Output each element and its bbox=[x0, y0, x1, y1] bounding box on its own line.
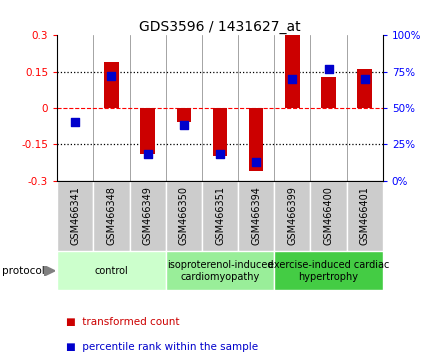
Bar bbox=[249, 108, 264, 171]
Bar bbox=[140, 108, 155, 154]
Point bbox=[216, 152, 224, 157]
Bar bbox=[166, 251, 274, 290]
Text: GSM466394: GSM466394 bbox=[251, 187, 261, 245]
Text: GSM466350: GSM466350 bbox=[179, 187, 189, 245]
Text: GSM466401: GSM466401 bbox=[360, 187, 370, 245]
Bar bbox=[57, 251, 166, 290]
Point bbox=[325, 66, 332, 72]
Bar bbox=[93, 181, 129, 251]
Text: GSM466400: GSM466400 bbox=[323, 187, 334, 245]
Text: GSM466348: GSM466348 bbox=[106, 187, 117, 245]
Bar bbox=[285, 35, 300, 108]
Point bbox=[144, 152, 151, 157]
Bar bbox=[213, 108, 227, 156]
Text: protocol: protocol bbox=[2, 266, 45, 276]
Text: ■  percentile rank within the sample: ■ percentile rank within the sample bbox=[66, 342, 258, 352]
Bar bbox=[202, 181, 238, 251]
Point bbox=[72, 120, 79, 125]
Text: GSM466399: GSM466399 bbox=[287, 187, 297, 245]
Point bbox=[289, 76, 296, 82]
Text: GSM466349: GSM466349 bbox=[143, 187, 153, 245]
Title: GDS3596 / 1431627_at: GDS3596 / 1431627_at bbox=[139, 21, 301, 34]
Point bbox=[253, 159, 260, 165]
Bar bbox=[238, 181, 274, 251]
Bar bbox=[57, 181, 93, 251]
Point bbox=[108, 73, 115, 79]
Text: control: control bbox=[95, 266, 128, 276]
Polygon shape bbox=[44, 266, 55, 276]
Text: isoproterenol-induced
cardiomyopathy: isoproterenol-induced cardiomyopathy bbox=[167, 260, 273, 282]
Bar bbox=[347, 181, 383, 251]
Bar bbox=[274, 251, 383, 290]
Bar bbox=[311, 181, 347, 251]
Text: ■  transformed count: ■ transformed count bbox=[66, 318, 180, 327]
Text: GSM466351: GSM466351 bbox=[215, 187, 225, 245]
Point bbox=[180, 122, 187, 128]
Bar bbox=[129, 181, 166, 251]
Bar bbox=[176, 108, 191, 122]
Point bbox=[361, 76, 368, 82]
Bar bbox=[357, 69, 372, 108]
Bar bbox=[104, 62, 119, 108]
Text: exercise-induced cardiac
hypertrophy: exercise-induced cardiac hypertrophy bbox=[268, 260, 389, 282]
Bar bbox=[274, 181, 311, 251]
Bar bbox=[166, 181, 202, 251]
Text: GSM466341: GSM466341 bbox=[70, 187, 80, 245]
Bar bbox=[321, 76, 336, 108]
